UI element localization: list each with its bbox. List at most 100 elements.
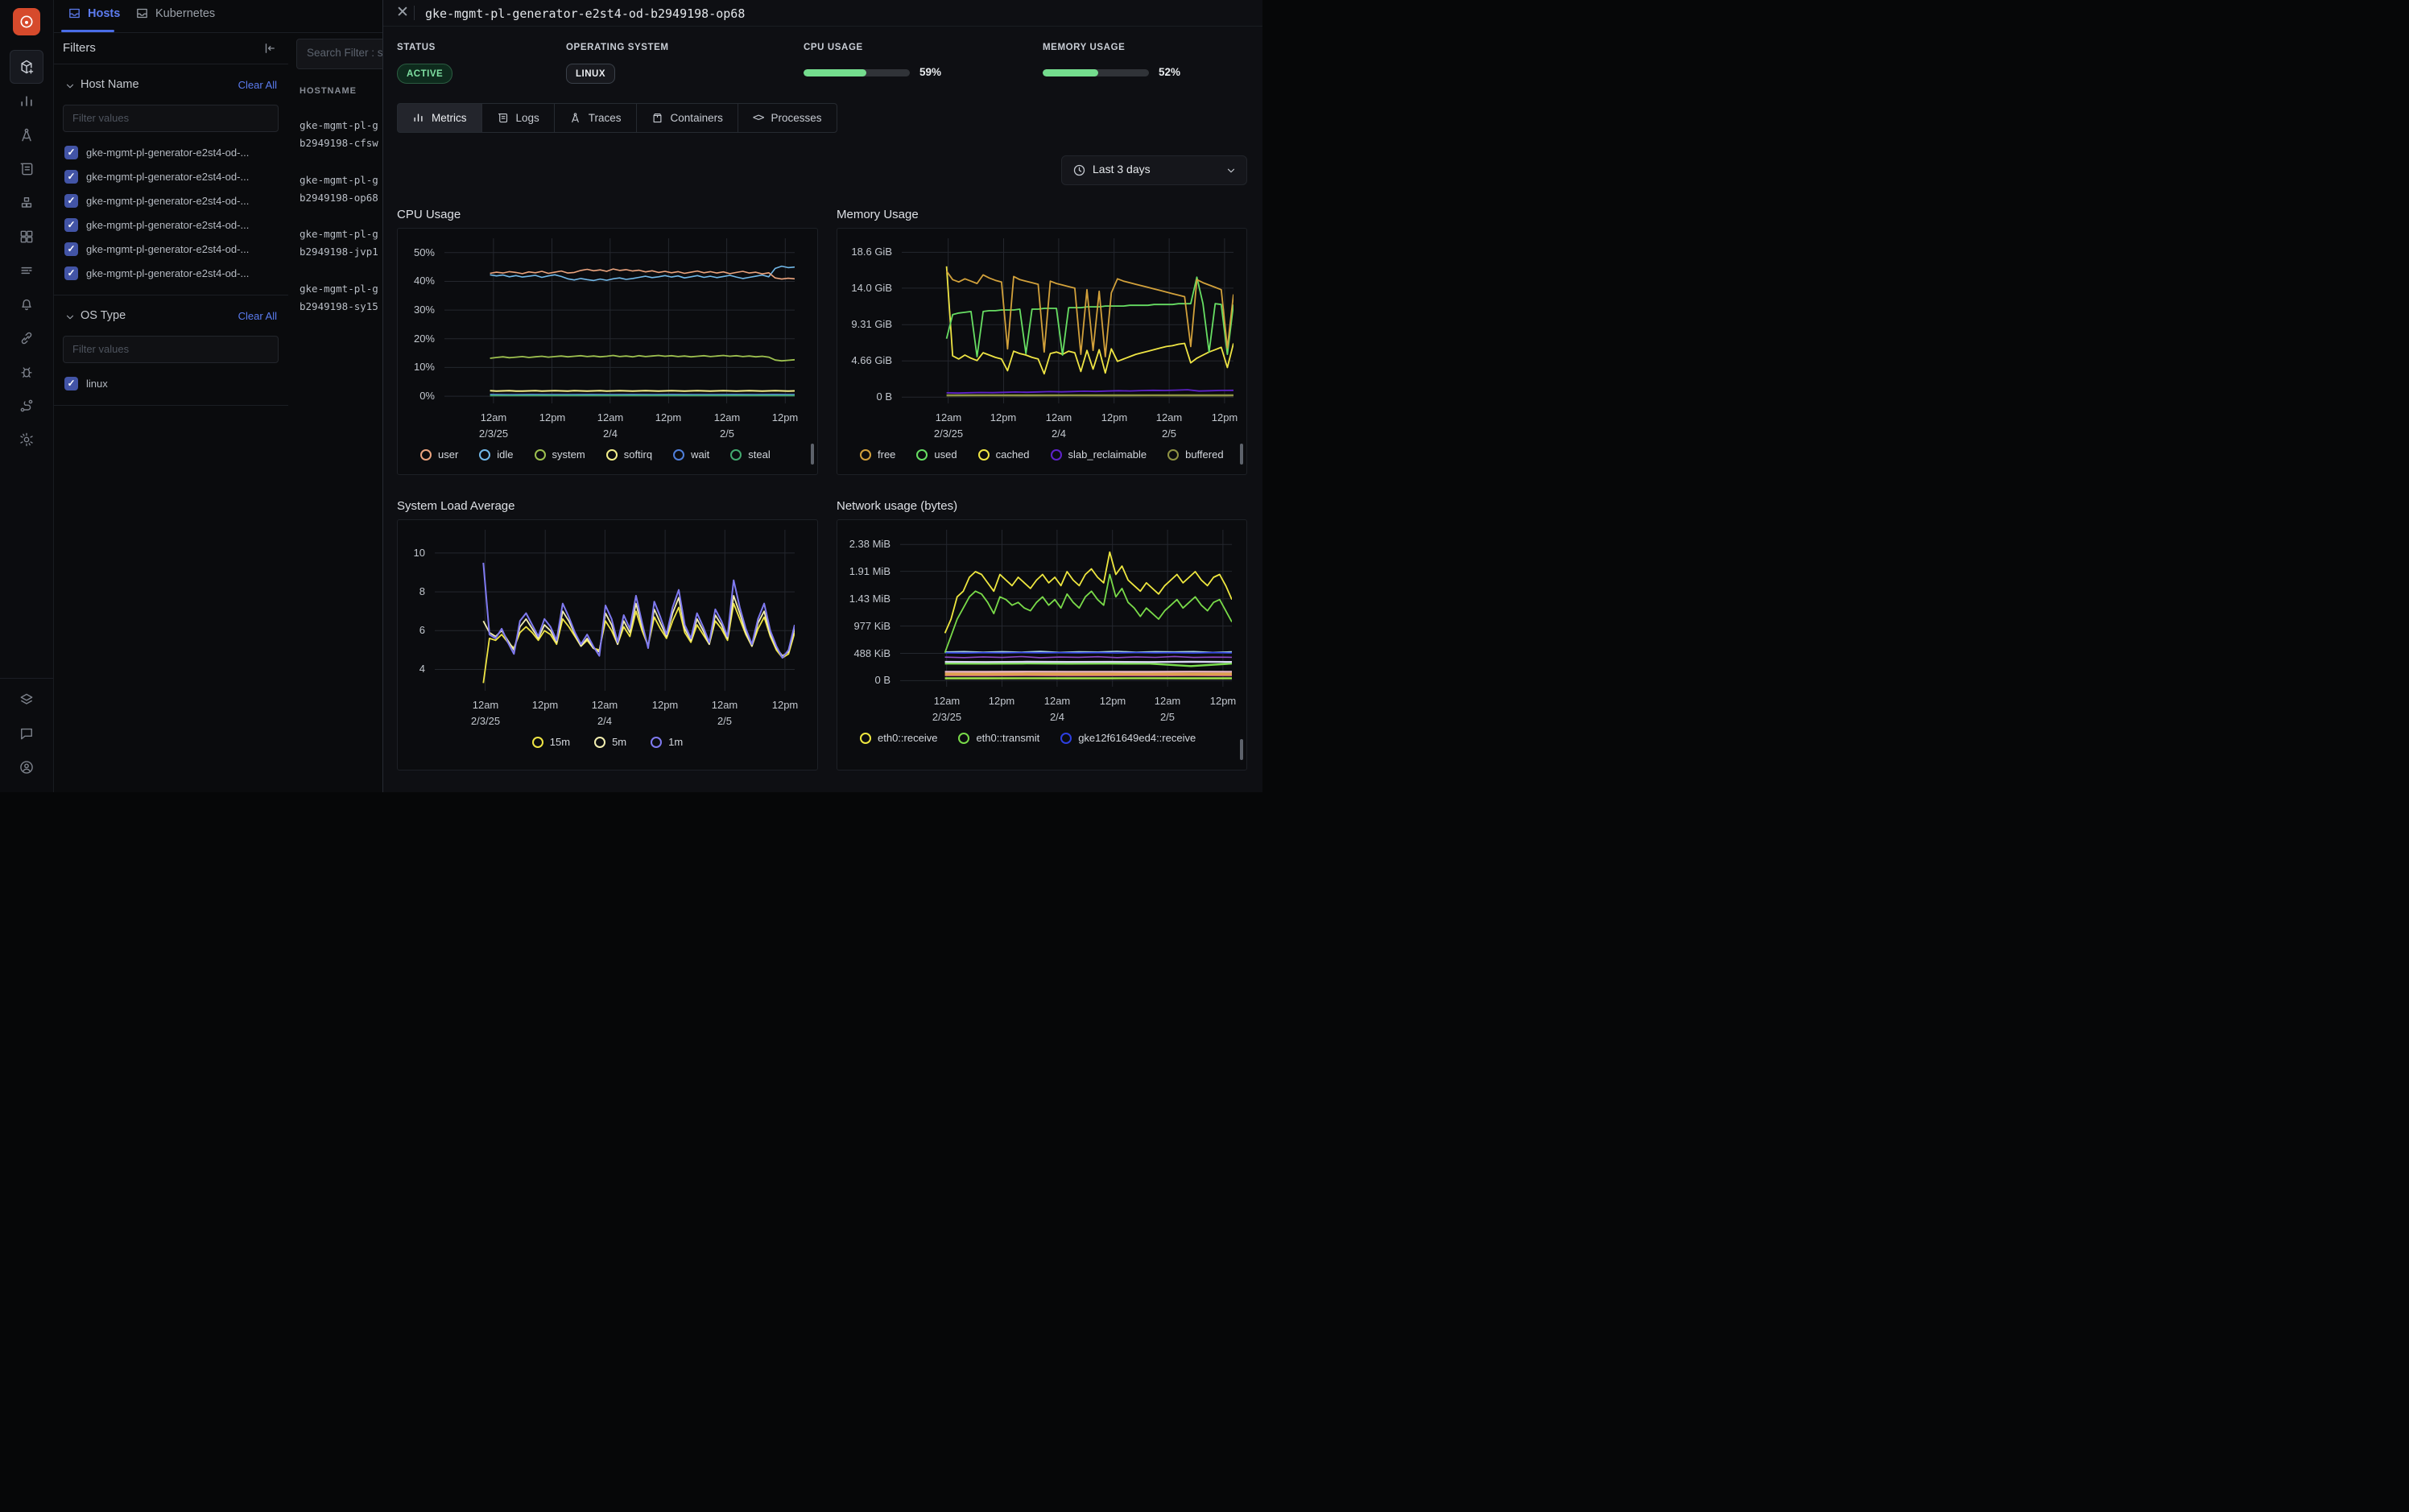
host-name-option[interactable]: ✓gke-mgmt-pl-generator-e2st4-od-...	[64, 213, 288, 237]
x-axis-tick-label: 12am2/3/25	[460, 699, 511, 727]
os-type-filter-input[interactable]: Filter values	[63, 336, 279, 363]
x-axis-tick-label: 12pm	[976, 695, 1027, 707]
chevron-down-icon[interactable]	[64, 312, 76, 323]
y-axis-tick-label: 6	[398, 624, 425, 637]
host-name-filter-input[interactable]: Filter values	[63, 105, 279, 132]
sidebar-item-exceptions[interactable]	[19, 364, 35, 380]
legend-item-wait[interactable]: wait	[673, 448, 709, 461]
host-name-option[interactable]: ✓gke-mgmt-pl-generator-e2st4-od-...	[64, 140, 288, 164]
series-line-eth0::transmit	[945, 575, 1232, 653]
tab-traces[interactable]: Traces	[554, 103, 637, 133]
checkbox-checked-icon[interactable]: ✓	[64, 377, 78, 390]
legend-scrollbar-thumb[interactable]	[811, 444, 814, 465]
legend-item-buffered[interactable]: buffered	[1167, 448, 1223, 461]
sidebar-item-logs[interactable]	[19, 161, 35, 177]
cpu-usage-value: 59%	[919, 66, 941, 78]
legend-item-slab_reclaimable[interactable]: slab_reclaimable	[1051, 448, 1147, 461]
checkbox-checked-icon[interactable]: ✓	[64, 170, 78, 184]
filters-title: Filters	[63, 41, 96, 55]
legend-ring-icon	[860, 449, 871, 461]
close-icon[interactable]: ✕	[396, 4, 409, 22]
y-axis-tick-label: 4.66 GiB	[837, 354, 892, 367]
legend-item-cached[interactable]: cached	[978, 448, 1030, 461]
legend-label: eth0::transmit	[976, 732, 1039, 744]
x-axis-tick-label: 12pm	[1087, 695, 1138, 707]
checkbox-checked-icon[interactable]: ✓	[64, 218, 78, 232]
x-axis-tick-label: 12am2/4	[1031, 695, 1083, 723]
host-row[interactable]: gke-mgmt-pl-gb2949198-cfsw	[300, 117, 382, 152]
legend-item-system[interactable]: system	[535, 448, 585, 461]
legend-item-eth0::receive[interactable]: eth0::receive	[860, 732, 937, 744]
tab-hosts[interactable]: Hosts	[68, 6, 120, 20]
sidebar-item-dashboard-grid[interactable]	[19, 229, 35, 245]
legend-label: cached	[996, 448, 1030, 461]
sidebar-item-versions[interactable]	[19, 692, 35, 708]
y-axis-tick-label: 488 KiB	[837, 647, 890, 660]
hosts-list-column: Search Filter : s HOSTNAME gke-mgmt-pl-g…	[288, 33, 382, 792]
tab-logs[interactable]: Logs	[481, 103, 555, 133]
sidebar-item-integrations[interactable]	[19, 330, 35, 346]
legend-item-1m[interactable]: 1m	[651, 736, 683, 748]
collapse-filters-icon[interactable]	[262, 41, 277, 56]
drawer-title: gke-mgmt-pl-generator-e2st4-od-b2949198-…	[425, 6, 745, 21]
sidebar-item-settings[interactable]	[19, 432, 35, 448]
chevron-down-icon[interactable]	[64, 81, 76, 92]
checkbox-checked-icon[interactable]: ✓	[64, 194, 78, 208]
host-row[interactable]: gke-mgmt-pl-gb2949198-sy15	[300, 280, 382, 316]
series-line-eth0::receive	[945, 552, 1232, 634]
tab-processes[interactable]: <> Processes	[738, 103, 837, 133]
sidebar-item-service-map[interactable]	[19, 398, 35, 414]
os-type-clear-all[interactable]: Clear All	[238, 310, 277, 322]
sidebar-item-account[interactable]	[19, 759, 35, 775]
host-name-option[interactable]: ✓gke-mgmt-pl-generator-e2st4-od-...	[64, 237, 288, 261]
x-axis-tick-label: 12am2/3/25	[921, 695, 973, 723]
os-type-option[interactable]: ✓linux	[64, 371, 288, 395]
sidebar-item-traces[interactable]	[19, 127, 35, 143]
os-type-filter-placeholder: Filter values	[72, 343, 129, 355]
legend-item-eth0::transmit[interactable]: eth0::transmit	[958, 732, 1039, 744]
sidebar-item-pipelines[interactable]	[19, 262, 35, 279]
sidebar-item-infrastructure[interactable]	[10, 50, 43, 84]
tab-metrics[interactable]: Metrics	[397, 103, 482, 133]
checkbox-checked-icon[interactable]: ✓	[64, 266, 78, 280]
inbox-icon	[68, 6, 81, 20]
tab-kubernetes[interactable]: Kubernetes	[135, 6, 215, 20]
plot-area: 0 B488 KiB977 KiB1.43 MiB1.91 MiB2.38 Mi…	[900, 530, 1232, 687]
sidebar-item-dashboards[interactable]	[19, 93, 35, 109]
host-name-option[interactable]: ✓gke-mgmt-pl-generator-e2st4-od-...	[64, 261, 288, 285]
host-name-option[interactable]: ✓gke-mgmt-pl-generator-e2st4-od-...	[64, 188, 288, 213]
tab-containers[interactable]: Containers	[636, 103, 738, 133]
checkbox-checked-icon[interactable]: ✓	[64, 146, 78, 159]
host-name-clear-all[interactable]: Clear All	[238, 79, 277, 91]
sidebar-item-support[interactable]	[19, 725, 35, 742]
sidebar-item-services[interactable]	[19, 195, 35, 211]
sidebar-item-alerts[interactable]	[19, 296, 35, 312]
legend-item-5m[interactable]: 5m	[594, 736, 626, 748]
y-axis-tick-label: 10%	[398, 361, 435, 374]
drawer-tab-bar: Metrics Logs Traces Containers <> Proces…	[397, 103, 837, 133]
y-axis-tick-label: 18.6 GiB	[837, 246, 892, 258]
filters-panel: Filters Host Name Clear All Filter value…	[53, 33, 289, 792]
x-axis-tick-label: 12am2/5	[1143, 411, 1195, 440]
legend-item-free[interactable]: free	[860, 448, 895, 461]
legend-item-idle[interactable]: idle	[479, 448, 513, 461]
checkbox-checked-icon[interactable]: ✓	[64, 242, 78, 256]
time-range-dropdown[interactable]: Last 3 days	[1061, 155, 1247, 185]
y-axis-tick-label: 10	[398, 547, 425, 560]
host-row[interactable]: gke-mgmt-pl-gb2949198-jvp1	[300, 225, 382, 261]
host-row[interactable]: gke-mgmt-pl-gb2949198-op68	[300, 171, 382, 207]
signoz-logo[interactable]	[13, 8, 40, 35]
legend-scrollbar-thumb[interactable]	[1240, 444, 1243, 465]
legend-item-user[interactable]: user	[420, 448, 458, 461]
legend-item-steal[interactable]: steal	[730, 448, 770, 461]
legend-item-gke12f61649ed4::receive[interactable]: gke12f61649ed4::receive	[1060, 732, 1196, 744]
legend-label: user	[438, 448, 458, 461]
legend-item-softirq[interactable]: softirq	[606, 448, 652, 461]
chart-title-memory: Memory Usage	[837, 208, 919, 221]
legend-item-used[interactable]: used	[916, 448, 957, 461]
legend-scrollbar-thumb[interactable]	[1240, 739, 1243, 760]
host-name-option[interactable]: ✓gke-mgmt-pl-generator-e2st4-od-...	[64, 164, 288, 188]
legend-label: 1m	[668, 736, 683, 748]
host-search-input[interactable]: Search Filter : s	[296, 39, 382, 69]
legend-item-15m[interactable]: 15m	[532, 736, 570, 748]
